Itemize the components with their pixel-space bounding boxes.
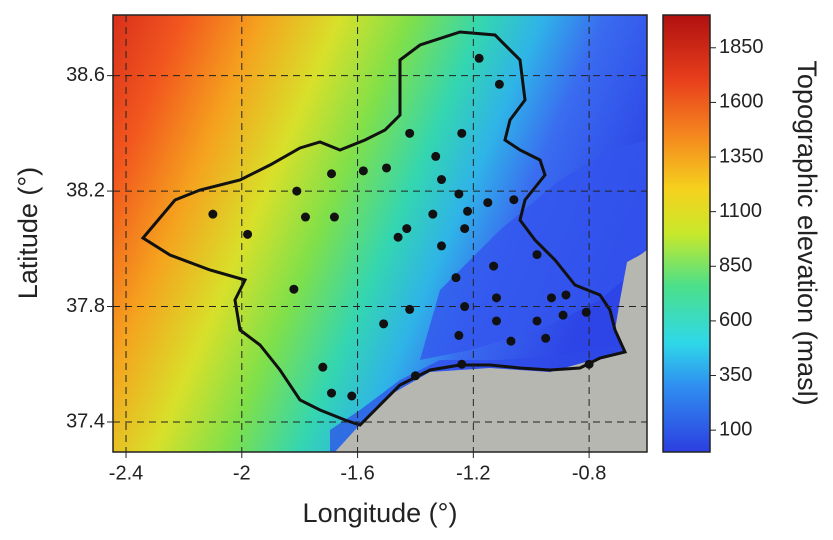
station-point bbox=[329, 212, 339, 222]
station-point bbox=[474, 53, 484, 63]
station-point bbox=[382, 163, 392, 173]
station-point bbox=[393, 232, 403, 242]
station-point bbox=[581, 307, 591, 317]
station-point bbox=[491, 316, 501, 326]
colorbar-tick-label: 350 bbox=[719, 364, 752, 386]
station-point bbox=[463, 206, 473, 216]
station-point bbox=[460, 302, 470, 312]
y-axis-title: Latitude (°) bbox=[13, 167, 43, 299]
colorbar-title: Topographic elevation (masl) bbox=[792, 60, 822, 405]
y-tick-label: 37.4 bbox=[66, 410, 105, 432]
station-point bbox=[379, 319, 389, 329]
colorbar-tick-label: 100 bbox=[719, 418, 752, 440]
station-point bbox=[509, 195, 519, 205]
station-point bbox=[402, 224, 412, 234]
station-point bbox=[451, 273, 461, 283]
x-tick-label: -1.2 bbox=[456, 462, 490, 484]
station-point bbox=[457, 128, 467, 138]
station-point bbox=[405, 128, 415, 138]
station-point bbox=[437, 241, 447, 251]
colorbar-tick-label: 1100 bbox=[719, 200, 762, 222]
station-point bbox=[457, 359, 467, 369]
station-point bbox=[318, 362, 328, 372]
station-point bbox=[358, 166, 368, 176]
station-point bbox=[532, 250, 542, 260]
station-point bbox=[541, 333, 551, 343]
x-tick-label: -1.6 bbox=[340, 462, 374, 484]
station-point bbox=[454, 189, 464, 199]
station-point bbox=[208, 209, 218, 219]
station-point bbox=[428, 209, 438, 219]
y-tick-label: 38.6 bbox=[66, 64, 105, 86]
station-point bbox=[494, 79, 504, 89]
station-point bbox=[289, 284, 299, 294]
colorbar-tick-label: 1350 bbox=[719, 145, 764, 167]
station-point bbox=[489, 261, 499, 271]
station-point bbox=[483, 198, 493, 208]
station-point bbox=[410, 371, 420, 381]
station-point bbox=[558, 310, 568, 320]
station-point bbox=[327, 388, 337, 398]
station-point bbox=[327, 169, 337, 179]
station-point bbox=[300, 212, 310, 222]
y-tick-label: 37.8 bbox=[66, 295, 105, 317]
grid bbox=[113, 15, 647, 452]
station-point bbox=[506, 336, 516, 346]
station-point bbox=[405, 304, 415, 314]
colorbar-tick-label: 1850 bbox=[719, 36, 764, 58]
colorbar-tick-label: 600 bbox=[719, 309, 752, 331]
station-point bbox=[532, 316, 542, 326]
station-point bbox=[561, 290, 571, 300]
station-point bbox=[546, 293, 556, 303]
station-point bbox=[292, 186, 302, 196]
x-tick-label: -2 bbox=[233, 462, 251, 484]
x-tick-label: -2.4 bbox=[109, 462, 143, 484]
y-tick-label: 38.2 bbox=[66, 179, 105, 201]
station-point bbox=[454, 330, 464, 340]
station-point bbox=[460, 224, 470, 234]
station-point bbox=[243, 229, 253, 239]
x-axis-title: Longitude (°) bbox=[303, 498, 458, 528]
station-point bbox=[347, 391, 357, 401]
colorbar-tick-label: 850 bbox=[719, 255, 752, 277]
colorbar-tick-label: 1600 bbox=[719, 91, 764, 113]
colorbar bbox=[662, 14, 711, 453]
plot-frame bbox=[112, 14, 648, 453]
stations bbox=[208, 53, 594, 401]
station-point bbox=[431, 151, 441, 161]
elevation-map bbox=[113, 15, 647, 452]
station-point bbox=[584, 359, 594, 369]
station-point bbox=[437, 175, 447, 185]
region-boundary bbox=[140, 30, 628, 427]
x-tick-label: -0.8 bbox=[572, 462, 606, 484]
station-point bbox=[491, 293, 501, 303]
